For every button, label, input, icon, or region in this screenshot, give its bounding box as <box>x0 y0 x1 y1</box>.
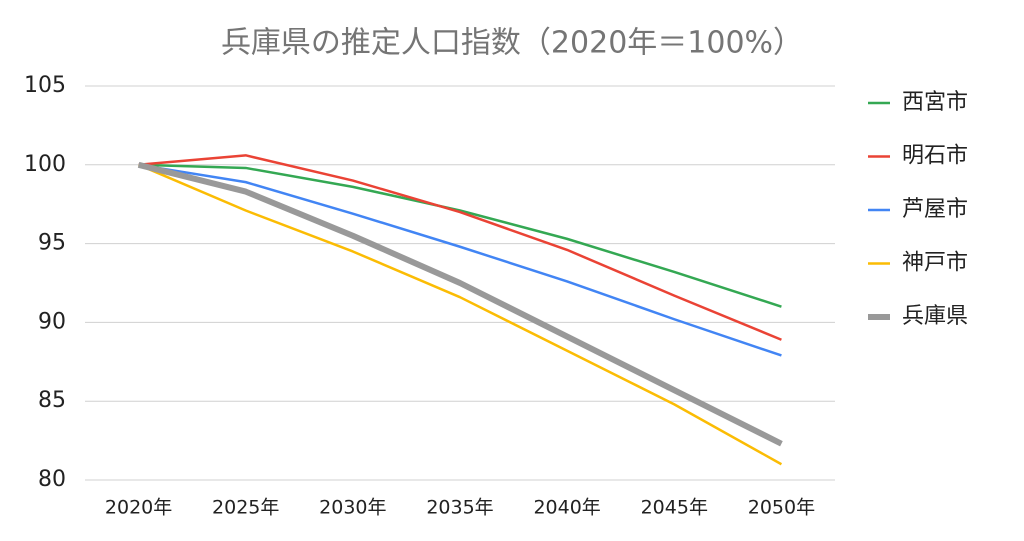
legend-label: 兵庫県 <box>902 304 968 329</box>
legend-label: 芦屋市 <box>902 197 968 222</box>
legend-label: 神戸市 <box>902 251 968 276</box>
x-tick-label: 2020年 <box>105 497 172 519</box>
x-tick-label: 2050年 <box>748 497 815 519</box>
y-tick-label: 80 <box>38 467 66 492</box>
series-line <box>138 163 782 308</box>
series-line <box>138 154 782 341</box>
x-tick-label: 2030年 <box>319 497 386 519</box>
y-tick-label: 85 <box>38 388 66 413</box>
x-tick-label: 2045年 <box>641 497 708 519</box>
y-tick-label: 95 <box>38 231 66 256</box>
legend-label: 明石市 <box>902 144 968 169</box>
x-tick-label: 2040年 <box>533 497 600 519</box>
series-line <box>138 163 782 357</box>
chart-title: 兵庫県の推定人口指数（2020年＝100%） <box>221 26 803 61</box>
x-tick-label: 2035年 <box>426 497 493 519</box>
series-line <box>138 163 783 466</box>
y-tick-label: 100 <box>24 152 66 177</box>
y-tick-label: 105 <box>24 73 66 98</box>
y-tick-label: 90 <box>38 309 66 334</box>
legend-label: 西宮市 <box>902 90 968 115</box>
series-line <box>137 161 783 447</box>
x-tick-label: 2025年 <box>212 497 279 519</box>
